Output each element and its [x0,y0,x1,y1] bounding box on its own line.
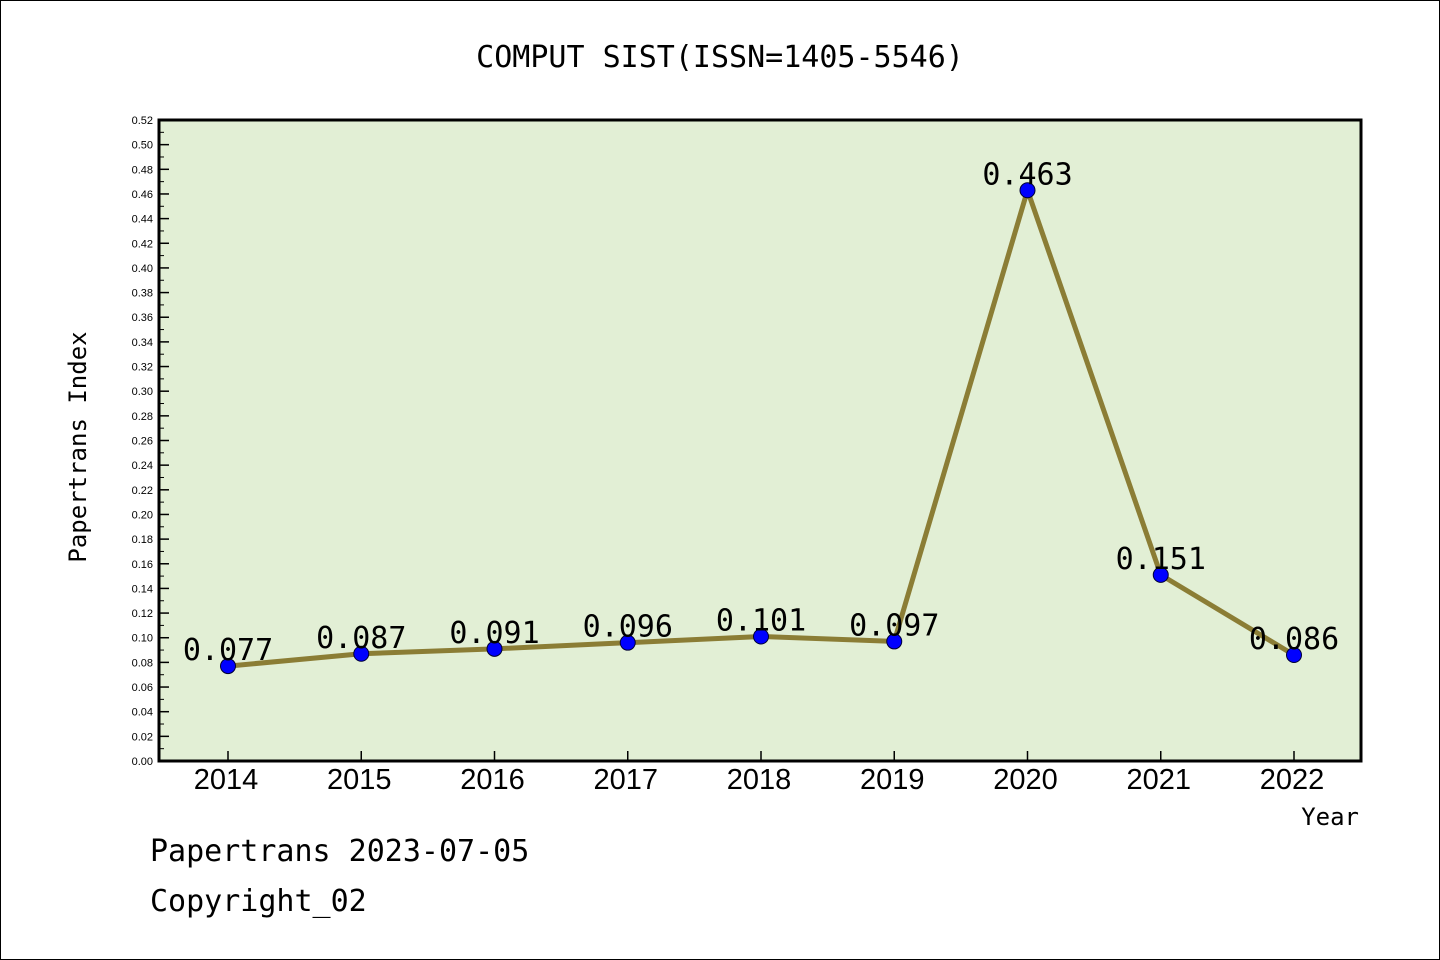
x-tick-label: 2015 [327,764,392,796]
x-axis-label: Year [1301,803,1359,831]
data-point [1019,182,1036,199]
y-tick-label: 0.42 [132,238,153,250]
y-axis: 0.00 0.02 0.04 0.06 0.08 0.10 0.12 0.14 0.16 0.18… [132,115,169,768]
data-point [619,634,636,651]
y-tick-label: 0.50 [132,140,153,152]
y-tick-label: 0.30 [132,386,153,398]
data-label: 0.151 [1116,542,1206,577]
y-tick-label: 0.02 [132,731,153,743]
chart-title: COMPUT SIST(ISSN=1405-5546) [476,40,964,75]
x-tick-label: 2014 [194,764,259,796]
x-tick-label: 2020 [993,764,1058,796]
y-tick-label: 0.24 [132,460,153,472]
data-point [353,645,370,662]
data-point [1152,566,1169,583]
y-tick-label: 0.18 [132,534,153,546]
data-point [220,658,236,675]
data-label: 0.101 [716,603,806,638]
data-label: 0.086 [1249,622,1339,657]
x-axis: 2014 2015 2016 2017 2018 2019 2020 2021 2022 [194,751,1325,796]
y-tick-label: 0.16 [132,559,153,571]
y-tick-label: 0.10 [132,633,153,645]
data-label: 0.096 [583,610,673,645]
y-tick-label: 0.32 [132,362,153,374]
data-label: 0.091 [449,616,539,651]
y-tick-label: 0.12 [132,608,153,620]
y-axis-label: Papertrans Index [64,331,92,562]
data-label: 0.463 [982,157,1072,192]
data-point [486,640,503,657]
x-tick-label: 2018 [727,764,792,796]
y-tick-label: 0.20 [132,509,153,521]
y-tick-label: 0.52 [132,115,153,127]
data-labels: 0.077 0.087 0.091 0.096 0.101 0.097 0.463 0.151… [183,157,1339,668]
data-markers [220,182,1302,675]
y-tick-label: 0.28 [132,411,153,423]
y-tick-label: 0.44 [132,214,153,226]
data-label: 0.087 [316,621,406,656]
data-label: 0.077 [183,633,273,668]
y-tick-label: 0.04 [132,707,153,719]
x-tick-label: 2022 [1260,764,1325,796]
y-tick-label: 0.40 [132,263,153,275]
y-tick-label: 0.36 [132,312,153,324]
x-tick-label: 2017 [593,764,658,796]
y-tick-label: 0.48 [132,164,153,176]
data-label: 0.097 [849,608,939,643]
data-point [753,628,769,645]
footer-copyright: Copyright_02 [150,884,367,919]
data-point [1286,646,1302,663]
x-tick-label: 2016 [460,764,525,796]
x-tick-label: 2019 [860,764,925,796]
y-tick-label: 0.22 [132,485,153,497]
plot-area [159,120,1361,761]
x-tick-label: 2021 [1126,764,1191,796]
y-tick-label: 0.08 [132,657,153,669]
y-tick-label: 0.14 [132,583,153,595]
y-tick-label: 0.46 [132,189,153,201]
y-tick-label: 0.26 [132,436,153,448]
data-point [886,633,903,650]
y-tick-label: 0.06 [132,682,153,694]
y-tick-label: 0.38 [132,288,153,300]
footer-date: Papertrans 2023-07-05 [150,834,530,869]
plot-border [157,118,1363,763]
y-tick-label: 0.00 [132,756,153,768]
y-tick-label: 0.34 [132,337,153,349]
